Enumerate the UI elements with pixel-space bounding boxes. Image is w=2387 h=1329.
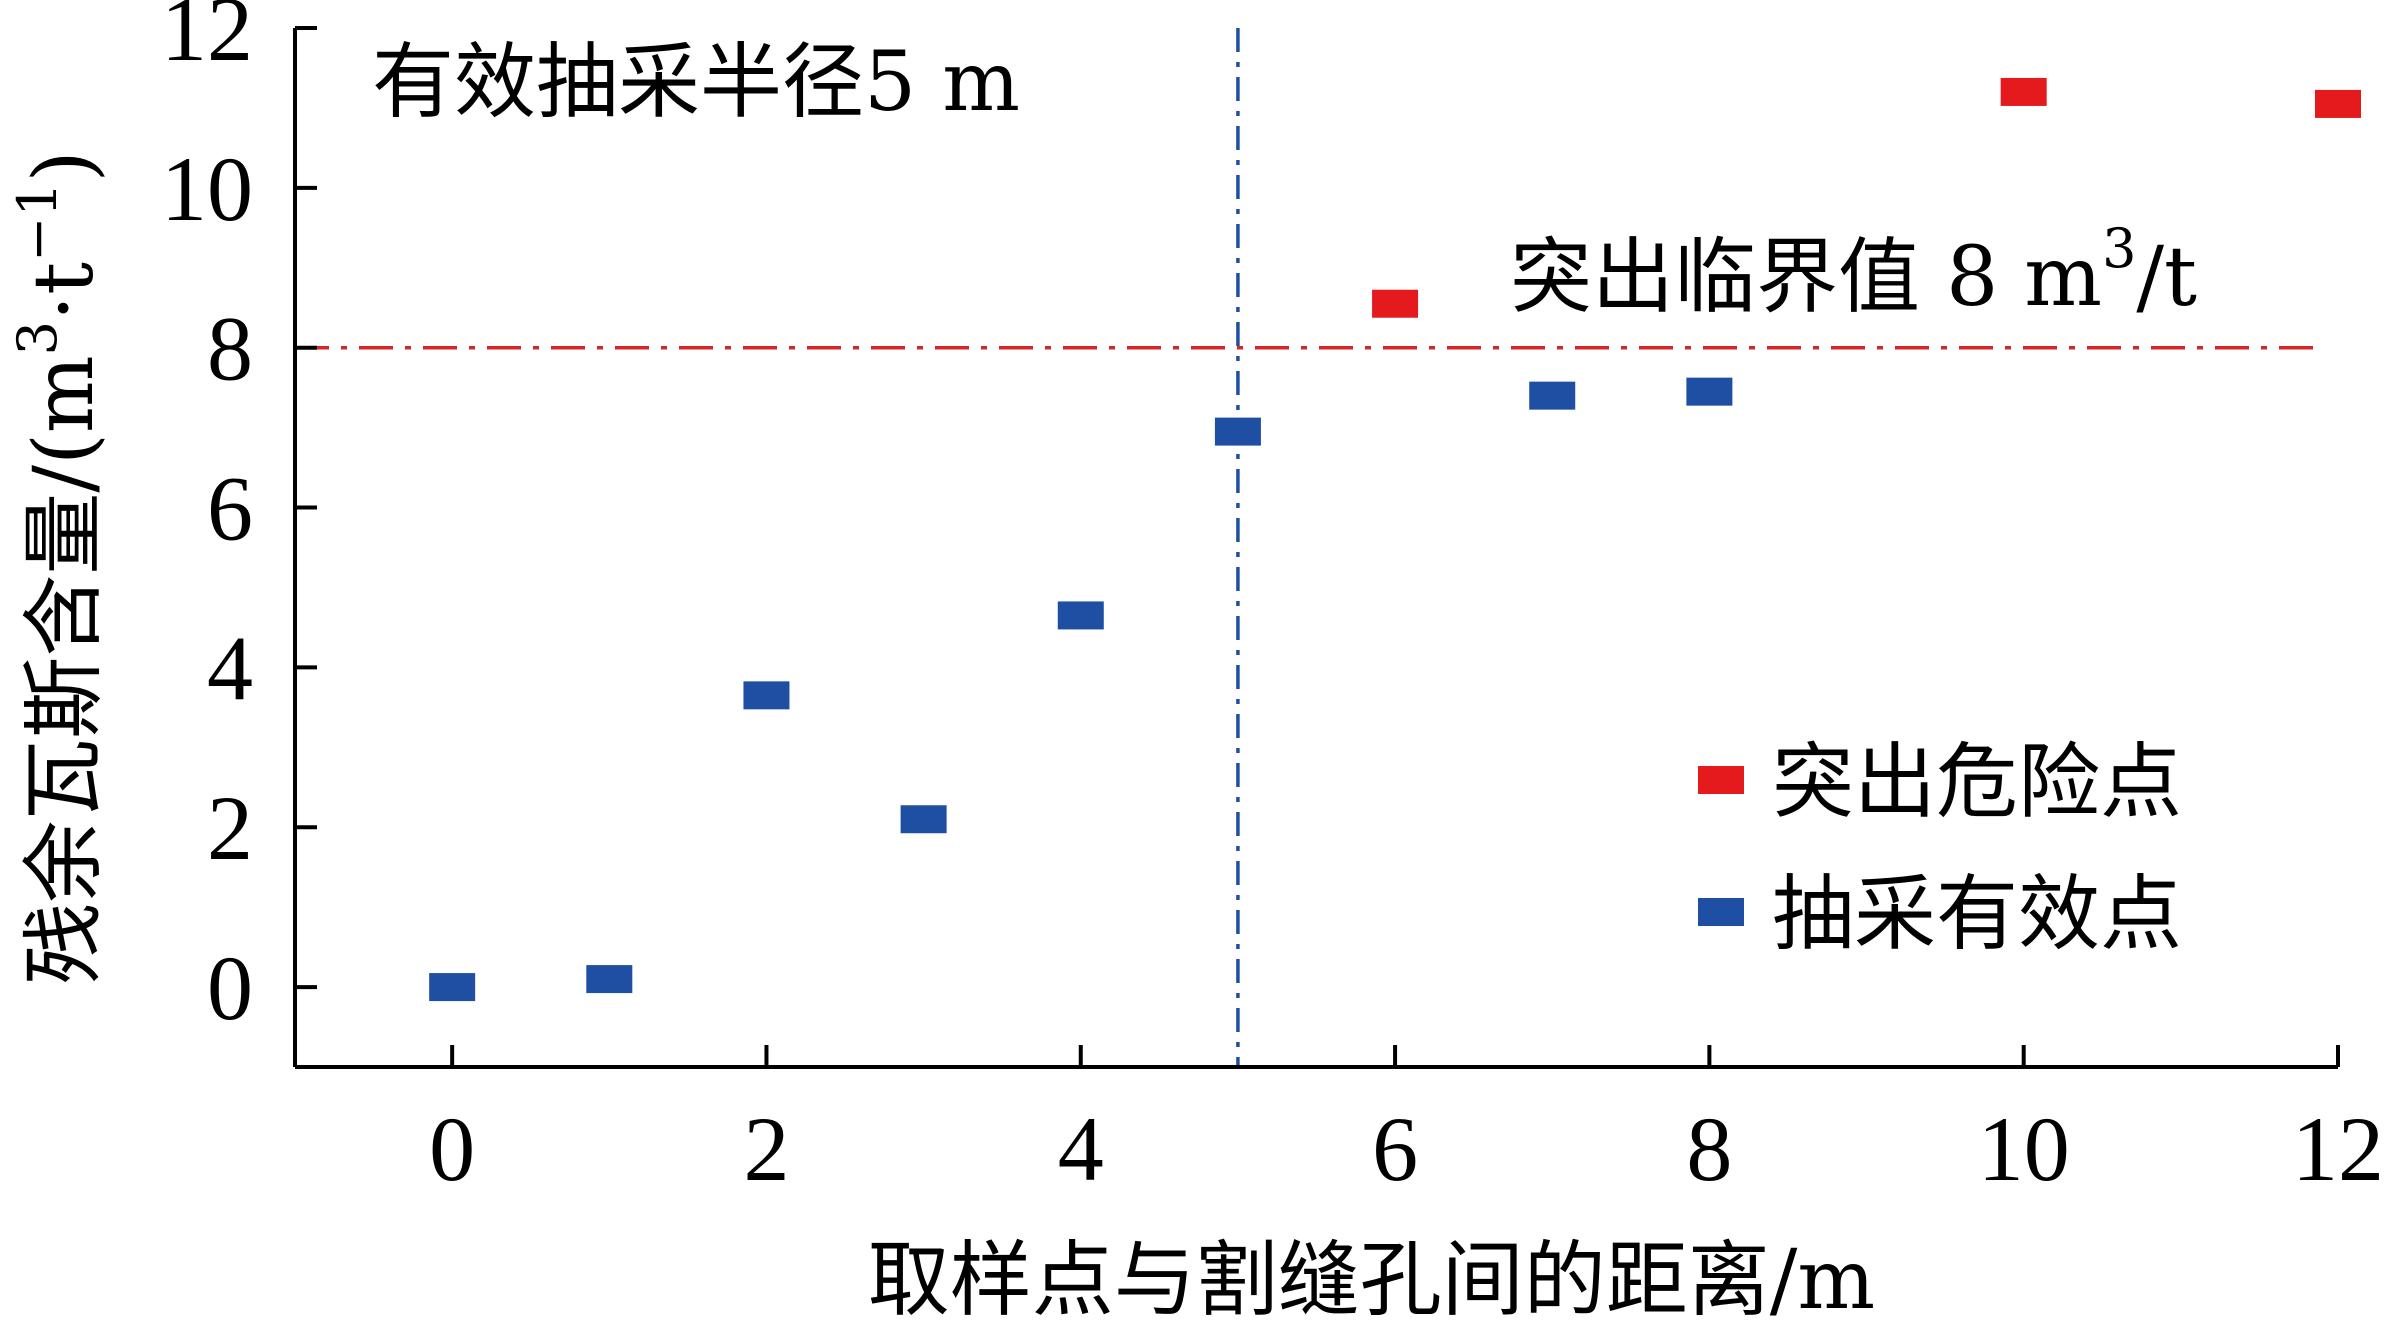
y-tick-label: 8	[207, 298, 253, 400]
y-tick-label: 10	[161, 138, 253, 240]
effective-point	[1529, 381, 1576, 410]
effective-point	[586, 965, 633, 994]
y-axis-title-end: )	[17, 150, 112, 182]
reference-lines	[295, 28, 2316, 1067]
y-axis-title-sup1: 3	[6, 321, 69, 355]
x-axis-title: 取样点与割缝孔间的距离/m	[868, 1233, 1875, 1328]
y-tick-label: 0	[207, 937, 253, 1039]
legend: 突出危险点 抽采有效点	[1698, 735, 2182, 962]
axes	[293, 28, 2338, 1069]
x-tick-label: 4	[1058, 1098, 1104, 1200]
critical-value-annotation: 突出临界值 8 m3/t	[1510, 217, 2197, 325]
critical-value-unit-end: /t	[2136, 230, 2197, 325]
legend-label-danger: 突出危险点	[1772, 735, 2182, 830]
danger-point	[2000, 77, 2047, 106]
x-tick-label: 2	[743, 1098, 789, 1200]
data-points	[429, 77, 2361, 1002]
y-tick-label: 6	[207, 458, 253, 560]
x-tick-label: 0	[429, 1098, 475, 1200]
y-tick-label: 4	[207, 617, 253, 719]
legend-swatch-effective	[1698, 898, 1744, 926]
y-axis-title-main: 残余瓦斯含量/(m	[17, 355, 112, 984]
x-tick-label: 6	[1372, 1098, 1418, 1200]
effective-point	[429, 973, 476, 1002]
danger-point	[2315, 89, 2361, 118]
effective-point	[1214, 417, 1261, 446]
effective-point	[743, 681, 790, 710]
y-axis-title-mid: ·t	[17, 262, 112, 321]
x-tick-label: 8	[1686, 1098, 1732, 1200]
y-tick-label: 2	[207, 777, 253, 879]
y-axis-title-sup2: −1	[6, 182, 69, 262]
x-tick-label: 10	[1978, 1098, 2070, 1200]
critical-value-superscript: 3	[2102, 217, 2136, 280]
danger-point	[1372, 289, 1419, 318]
effective-point	[900, 805, 947, 834]
x-tick-label: 12	[2292, 1098, 2384, 1200]
effective-point	[1686, 377, 1733, 406]
legend-label-effective: 抽采有效点	[1772, 867, 2182, 962]
y-axis-title: 残余瓦斯含量/(m3·t−1)	[6, 150, 112, 984]
effective-radius-annotation: 有效抽采半径5 m	[372, 35, 1020, 130]
legend-swatch-danger	[1698, 766, 1744, 794]
ticks: 0 2 4 6 8 10 12 0 2 4 6 8 10 12	[161, 0, 2384, 1200]
y-tick-label: 12	[161, 0, 253, 80]
effective-point	[1057, 601, 1104, 630]
critical-value-label: 突出临界值 8 m	[1510, 230, 2102, 325]
